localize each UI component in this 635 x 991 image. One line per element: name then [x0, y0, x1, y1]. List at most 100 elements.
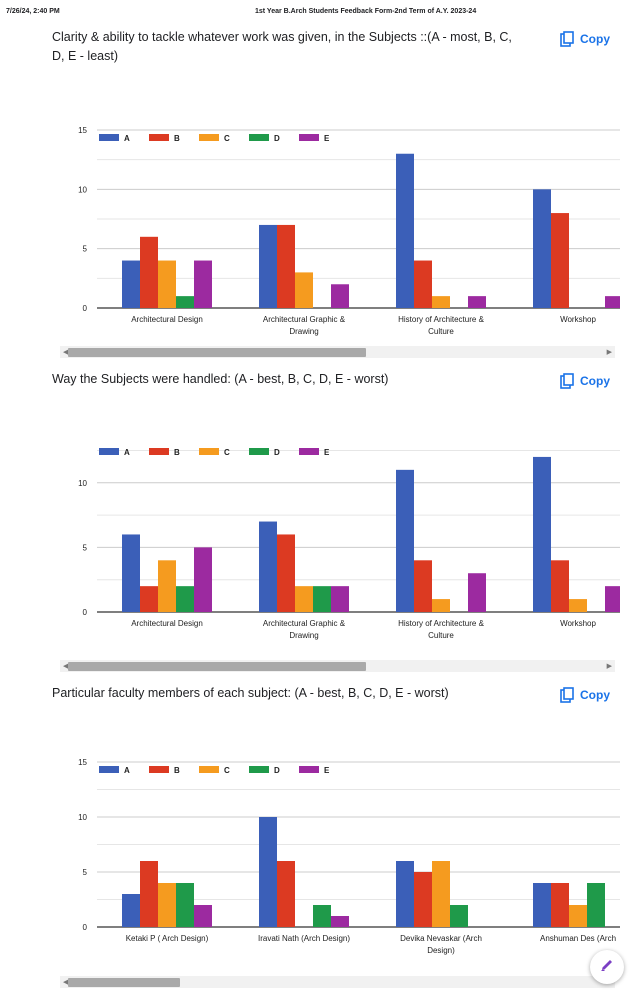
- bar: [533, 883, 551, 927]
- legend-swatch: [199, 134, 219, 141]
- bar: [396, 153, 414, 308]
- y-tick-label: 5: [83, 543, 88, 552]
- legend-label: C: [224, 448, 230, 457]
- legend-swatch: [199, 448, 219, 455]
- bar: [414, 260, 432, 308]
- bar: [122, 894, 140, 927]
- bar: [295, 272, 313, 308]
- copy-label: Copy: [580, 688, 610, 702]
- horizontal-scrollbar[interactable]: ◀ ▶: [60, 660, 615, 672]
- bar: [569, 905, 587, 927]
- bar: [295, 586, 313, 612]
- x-tick-label: Culture: [428, 631, 454, 640]
- bar: [450, 905, 468, 927]
- bar: [468, 573, 486, 612]
- bar: [259, 817, 277, 927]
- chart-svg: 0 5 10 15 Architectural Design Architectural …: [78, 126, 620, 336]
- y-tick-label: 15: [78, 758, 87, 767]
- legend-swatch: [199, 766, 219, 773]
- legend-label: E: [324, 134, 330, 143]
- legend-swatch: [249, 766, 269, 773]
- bar-chart: 0 5 10 Architectural Design Architectural Gr…: [52, 434, 620, 654]
- question-card-faculty: Particular faculty members of each subje…: [52, 678, 620, 991]
- scroll-left-icon[interactable]: ◀: [63, 663, 69, 670]
- scroll-right-icon[interactable]: ▶: [606, 349, 612, 356]
- print-timestamp: 7/26/24, 2:40 PM: [6, 8, 60, 15]
- x-tick-label: Devika Nevaskar (Arch: [400, 934, 482, 943]
- y-tick-label: 10: [78, 479, 87, 488]
- x-tick-label: Architectural Design: [131, 619, 203, 628]
- scrollbar-thumb[interactable]: [68, 348, 366, 357]
- bar: [569, 599, 587, 612]
- print-header: 7/26/24, 2:40 PM 1st Year B.Arch Student…: [0, 0, 635, 22]
- scrollbar-thumb[interactable]: [68, 662, 366, 671]
- bar: [122, 260, 140, 308]
- bar: [194, 547, 212, 612]
- bar: [551, 213, 569, 308]
- horizontal-scrollbar[interactable]: ◀ ▶: [60, 346, 615, 358]
- x-tick-label: Anshuman Des (Arch: [540, 934, 616, 943]
- legend-label: B: [174, 766, 180, 775]
- scroll-left-icon[interactable]: ◀: [63, 979, 69, 986]
- x-tick-label: Architectural Graphic &: [263, 619, 346, 628]
- bar: [414, 872, 432, 927]
- x-tick-label: Workshop: [560, 619, 596, 628]
- y-tick-label: 5: [83, 245, 88, 254]
- bar: [140, 861, 158, 927]
- legend-swatch: [299, 766, 319, 773]
- bar: [277, 861, 295, 927]
- bar: [194, 905, 212, 927]
- copy-label: Copy: [580, 374, 610, 388]
- legend-label: B: [174, 134, 180, 143]
- x-tick-label: History of Architecture &: [398, 315, 484, 324]
- legend-label: A: [124, 448, 130, 457]
- legend-label: D: [274, 134, 280, 143]
- y-tick-label: 0: [83, 923, 88, 932]
- bar: [331, 284, 349, 308]
- bar: [277, 224, 295, 308]
- legend-label: E: [324, 766, 330, 775]
- document-title: 1st Year B.Arch Students Feedback Form-2…: [255, 8, 477, 15]
- copy-chart-button[interactable]: Copy: [560, 372, 610, 390]
- bar: [176, 883, 194, 927]
- pencil-icon: [599, 957, 615, 978]
- legend-swatch: [249, 448, 269, 455]
- question-title: Clarity & ability to tackle whatever wor…: [52, 30, 512, 63]
- copy-chart-button[interactable]: Copy: [560, 686, 610, 704]
- y-tick-label: 0: [83, 304, 88, 313]
- bar: [158, 560, 176, 612]
- x-tick-label: Architectural Design: [131, 315, 203, 324]
- copy-chart-button[interactable]: Copy: [560, 30, 610, 48]
- bar-chart: 0 5 10 15 Architectural Design Architectural …: [52, 110, 620, 340]
- x-tick-label: Ketaki P ( Arch Design): [126, 934, 209, 943]
- legend-swatch: [99, 134, 119, 141]
- bar: [122, 534, 140, 612]
- copy-icon: [560, 373, 574, 389]
- legend-swatch: [149, 134, 169, 141]
- x-tick-label: Architectural Graphic &: [263, 315, 346, 324]
- question-card-handling: Way the Subjects were handled: (A - best…: [52, 364, 620, 676]
- bar: [194, 260, 212, 308]
- scrollbar-thumb[interactable]: [68, 978, 180, 987]
- horizontal-scrollbar[interactable]: ◀: [60, 976, 615, 988]
- bar: [176, 296, 194, 308]
- legend-swatch: [99, 448, 119, 455]
- legend-swatch: [299, 448, 319, 455]
- chart-svg: 0 5 10 Architectural Design Architectural Gr…: [78, 448, 620, 640]
- edit-fab-button[interactable]: [590, 950, 624, 984]
- chart-svg: 0 5 10 15 Ketaki P ( Arch Design) Iravati Nat…: [78, 758, 620, 955]
- scroll-left-icon[interactable]: ◀: [63, 349, 69, 356]
- y-tick-label: 5: [83, 868, 88, 877]
- bar: [587, 883, 605, 927]
- question-title: Way the Subjects were handled: (A - best…: [52, 372, 389, 386]
- scroll-right-icon[interactable]: ▶: [606, 663, 612, 670]
- legend-label: A: [124, 766, 130, 775]
- bar: [140, 236, 158, 308]
- x-tick-label: Design): [427, 946, 455, 955]
- y-tick-label: 0: [83, 608, 88, 617]
- y-tick-label: 10: [78, 813, 87, 822]
- legend-label: C: [224, 134, 230, 143]
- bar: [331, 586, 349, 612]
- bar: [414, 560, 432, 612]
- legend-swatch: [249, 134, 269, 141]
